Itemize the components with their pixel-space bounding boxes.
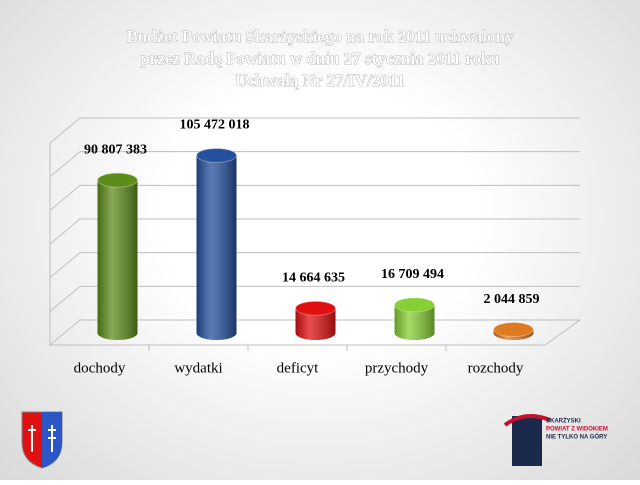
bar-top bbox=[493, 322, 534, 338]
data-label: 90 807 383 bbox=[84, 142, 147, 157]
chart-title: przez Radę Powiatu w dniu 27 stycznia 20… bbox=[140, 49, 500, 68]
x-tick-label: rozchody bbox=[468, 360, 524, 376]
grid-line bbox=[49, 184, 580, 211]
bar-top bbox=[394, 297, 435, 313]
data-label: 14 664 635 bbox=[282, 271, 345, 286]
bar-top bbox=[196, 147, 237, 163]
chart-title: Budżet Powiatu Skarżyskiego na rok 2011 … bbox=[127, 27, 514, 46]
grid-line bbox=[49, 252, 580, 279]
grid-line bbox=[49, 151, 580, 178]
x-tick-label: wydatki bbox=[174, 360, 222, 376]
bar-shade bbox=[196, 155, 237, 340]
bar-top bbox=[97, 172, 138, 188]
data-label: 105 472 018 bbox=[180, 118, 250, 133]
chart-title: Uchwałą Nr 27/IV/2011 bbox=[235, 71, 405, 90]
logo-text: POWIAT Z WIDOKIEM bbox=[546, 427, 608, 433]
bar bbox=[394, 297, 435, 340]
bar bbox=[196, 147, 237, 340]
bar-shade bbox=[394, 304, 435, 340]
coat-of-arms bbox=[21, 411, 63, 469]
x-tick-label: przychody bbox=[365, 360, 429, 376]
logo-text: NIE TYLKO NA GÓRY bbox=[546, 433, 607, 441]
grid-line bbox=[49, 117, 580, 144]
data-label: 2 044 859 bbox=[484, 292, 540, 307]
logo-text: SKARŻYSKI bbox=[546, 418, 581, 425]
bar-shade bbox=[295, 308, 336, 340]
bar-top bbox=[295, 300, 336, 316]
bar bbox=[295, 300, 336, 340]
data-label: 16 709 494 bbox=[381, 267, 444, 282]
x-tick-label: deficyt bbox=[277, 360, 319, 376]
x-tick-label: dochody bbox=[74, 360, 126, 376]
bar bbox=[493, 322, 534, 340]
bar bbox=[97, 172, 138, 340]
logo: SKARŻYSKI POWIAT Z WIDOKIEM NIE TYLKO NA… bbox=[503, 414, 608, 466]
grid-line bbox=[49, 218, 580, 245]
grid-line bbox=[48, 319, 582, 346]
bar-shade bbox=[97, 180, 138, 340]
grid-line bbox=[49, 285, 580, 312]
